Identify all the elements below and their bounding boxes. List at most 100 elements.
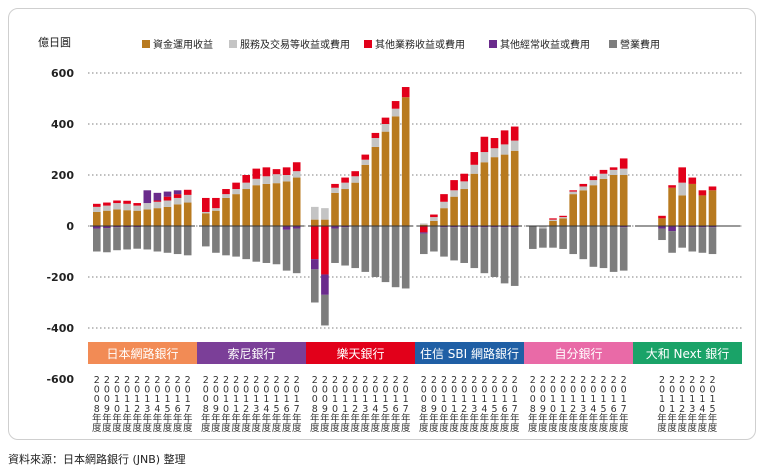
bar-segment-opex bbox=[420, 233, 428, 255]
year-tick-label: 2 0 0 8 年度 bbox=[92, 375, 102, 434]
bar-segment-service bbox=[371, 138, 380, 147]
bar-segment-fund bbox=[222, 197, 230, 226]
bar-segment-opex bbox=[539, 228, 547, 248]
y-tick-label: 600 bbox=[51, 67, 74, 80]
bar-segment-opex bbox=[579, 226, 588, 260]
legend-swatch-service bbox=[229, 40, 237, 48]
bar-segment-fund bbox=[708, 190, 717, 226]
bar-segment-service bbox=[103, 205, 111, 211]
bar-segment-other_recurring bbox=[460, 226, 468, 228]
bar-segment-service bbox=[579, 186, 588, 191]
bar-segment-opex bbox=[609, 226, 618, 272]
bar-segment-fund bbox=[619, 175, 628, 226]
year-tick-label: 2 0 1 4 年度 bbox=[589, 375, 599, 434]
year-tick-label: 2 0 1 4 年度 bbox=[698, 375, 708, 434]
bar-segment-fund bbox=[401, 97, 410, 226]
bar-segment-fund bbox=[341, 189, 349, 226]
bar-segment-opex bbox=[549, 226, 557, 248]
bar-segment-service bbox=[143, 203, 152, 210]
bar-segment-other_recurring bbox=[480, 226, 489, 228]
bar-segment-fund bbox=[123, 210, 131, 226]
group-name: 大和 Next 銀行 bbox=[646, 347, 730, 361]
bar-segment-service bbox=[212, 208, 220, 211]
bar-segment-opex bbox=[391, 226, 400, 288]
bar-segment-service bbox=[272, 174, 281, 184]
bar-segment-fund bbox=[599, 178, 608, 226]
bar-segment-other_recurring bbox=[103, 226, 111, 229]
bar-segment-fund bbox=[232, 194, 240, 226]
bar-segment-other_biz bbox=[678, 167, 686, 183]
bar-segment-other_biz bbox=[371, 132, 380, 139]
bar-segment-other_recurring bbox=[93, 226, 101, 229]
bar-segment-fund bbox=[143, 209, 152, 226]
bar-segment-other_recurring bbox=[113, 226, 121, 228]
bar-segment-other_biz bbox=[708, 186, 717, 191]
year-tick-label: 2 0 1 6 年度 bbox=[609, 375, 619, 434]
year-tick-label: 2 0 1 3 年度 bbox=[143, 375, 153, 434]
bar-segment-other_biz bbox=[93, 203, 101, 207]
bar-segment-opex bbox=[262, 226, 271, 263]
bar-segment-other_biz bbox=[420, 226, 428, 233]
bar-segment-opex bbox=[529, 226, 537, 249]
bar-segment-opex bbox=[619, 227, 628, 271]
y-axis-label: 億日圓 bbox=[38, 36, 71, 49]
year-tick-label: 2 0 1 2 年度 bbox=[132, 375, 142, 434]
bar-segment-other_recurring bbox=[450, 226, 458, 228]
bar-segment-other_biz bbox=[202, 197, 210, 212]
group-name: 樂天銀行 bbox=[336, 346, 384, 361]
bar-segment-other_biz bbox=[658, 215, 666, 219]
bar-segment-other_recurring bbox=[698, 226, 707, 228]
bar-segment-opex bbox=[599, 226, 608, 269]
bar-segment-other_recurring bbox=[311, 259, 319, 270]
year-tick-label: 2 0 1 4 年度 bbox=[480, 375, 490, 434]
bar-segment-fund bbox=[559, 218, 567, 226]
bar-segment-service bbox=[500, 144, 509, 155]
legend-swatch-opex bbox=[609, 40, 617, 48]
bar-segment-other_biz bbox=[163, 196, 172, 201]
bar-segment-other_biz bbox=[173, 194, 182, 198]
year-tick-label: 2 0 0 8 年度 bbox=[528, 375, 538, 434]
bar-segment-service bbox=[510, 140, 519, 151]
bar-segment-service bbox=[133, 205, 141, 211]
bar-segment-other_recurring bbox=[490, 226, 499, 228]
bar-segment-fund bbox=[262, 183, 271, 226]
bar-segment-opex bbox=[490, 227, 499, 277]
bar-segment-opex bbox=[202, 226, 210, 247]
legend-label-other_biz: 其他業務收益或費用 bbox=[375, 38, 465, 51]
bar-segment-opex bbox=[559, 226, 567, 249]
bar-segment-fund bbox=[490, 157, 499, 226]
source-note: 資料來源：日本網路銀行 (JNB) 整理 bbox=[8, 453, 186, 466]
year-tick-label: 2 0 1 2 年度 bbox=[241, 375, 251, 434]
bar-segment-fund bbox=[420, 224, 428, 226]
year-tick-label: 2 0 1 0 年度 bbox=[439, 375, 449, 434]
bar-segment-service bbox=[678, 182, 686, 196]
bar-segment-opex bbox=[93, 228, 101, 252]
bar-segment-other_biz bbox=[470, 152, 479, 165]
bar-segment-fund bbox=[500, 154, 509, 226]
year-tick-label: 2 0 1 3 年度 bbox=[688, 375, 698, 434]
bar-segment-service bbox=[163, 200, 172, 207]
bar-segment-fund bbox=[450, 196, 458, 226]
bar-segment-service bbox=[292, 171, 301, 178]
bar-segment-other_biz bbox=[212, 197, 220, 209]
bar-segment-opex bbox=[361, 226, 370, 272]
bar-segment-fund bbox=[242, 189, 250, 226]
bar-segment-service bbox=[391, 108, 400, 117]
bar-segment-other_biz bbox=[450, 180, 458, 191]
legend-label-other_recurring: 其他經常收益或費用 bbox=[500, 38, 590, 51]
bar-segment-fund bbox=[183, 202, 192, 226]
bar-segment-service bbox=[93, 206, 101, 212]
legend-label-service: 服務及交易等收益或費用 bbox=[240, 38, 350, 51]
bar-segment-other_recurring bbox=[321, 274, 329, 295]
year-tick-label: 2 0 1 0 年度 bbox=[221, 375, 231, 434]
year-tick-label: 2 0 1 5 年度 bbox=[708, 375, 718, 434]
year-tick-label: 2 0 1 6 年度 bbox=[391, 375, 401, 434]
bar-segment-other_recurring bbox=[678, 226, 686, 228]
bar-segment-service bbox=[331, 187, 339, 193]
year-tick-label: 2 0 1 2 年度 bbox=[350, 375, 360, 434]
year-tick-label: 2 0 1 6 年度 bbox=[173, 375, 183, 434]
bar-segment-other_biz bbox=[361, 154, 370, 160]
bar-segment-fund bbox=[589, 185, 598, 226]
bar-segment-fund bbox=[510, 150, 519, 226]
bar-segment-service bbox=[470, 164, 479, 174]
